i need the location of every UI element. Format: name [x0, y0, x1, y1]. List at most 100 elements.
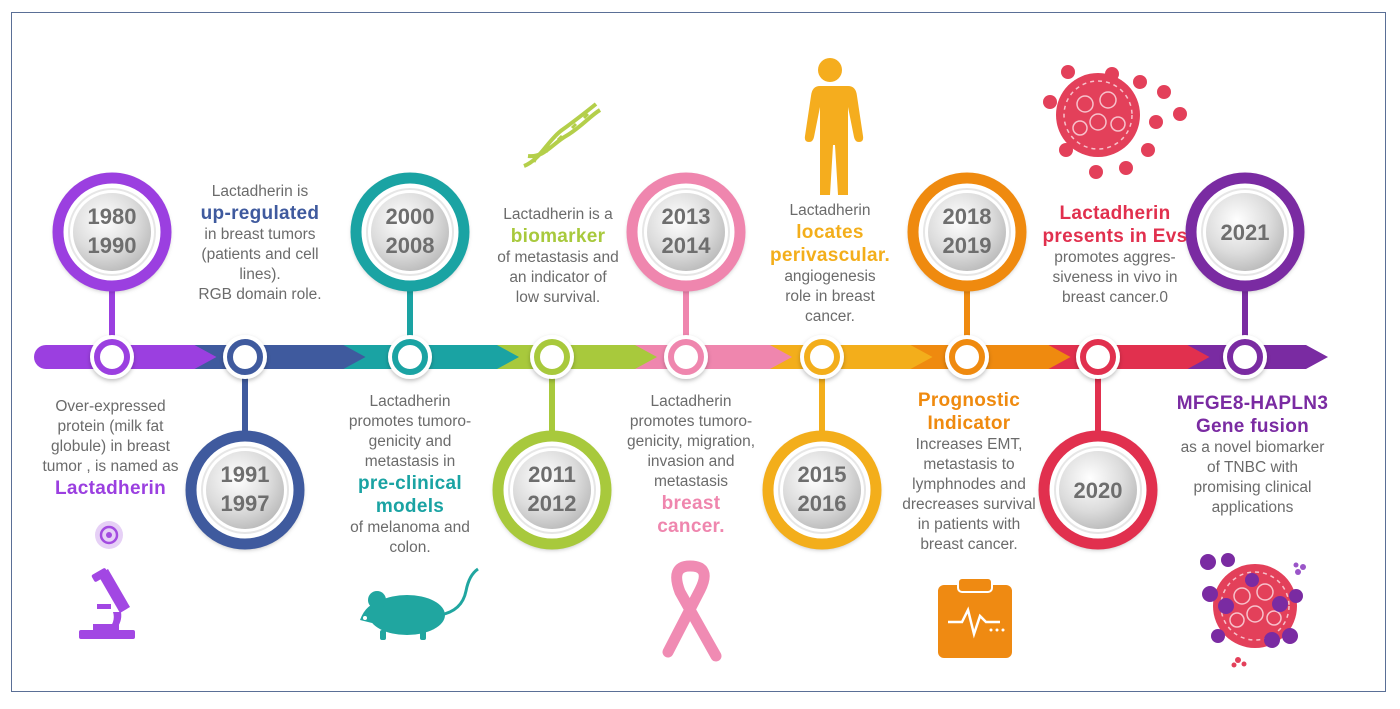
description-line: lymphnodes and	[912, 476, 1026, 493]
milestone-text-4: Lactadherin promotes tumoro-genicity, mig…	[606, 392, 776, 538]
year-label: 2018	[943, 204, 992, 229]
highlight-text: locates	[796, 222, 864, 243]
highlight-text: MFGE8-HAPLN3	[1176, 393, 1329, 414]
description-line: breast cancer.	[920, 536, 1018, 553]
highlight-text: Indicator	[927, 413, 1011, 434]
description-line: cancer.	[805, 308, 855, 325]
milestone-text-1: Lactadherin is up-regulated in breast tumo…	[180, 182, 340, 305]
milestone-text-8: MFGE8-HAPLN3 Gene fusion as a novel biomar…	[1155, 392, 1350, 518]
milestone-text-2: Lactadherin promotes tumoro-genicity and m…	[330, 392, 490, 558]
description-line: promotes tumoro-	[629, 413, 753, 430]
mouse-icon	[360, 567, 479, 640]
year-badge-4: 2013 2014	[626, 172, 746, 292]
highlight-text: Lactadherin	[55, 478, 166, 499]
description-line: Lactadherin	[650, 393, 732, 410]
year-label: 2021	[1221, 220, 1270, 245]
description-line: Lactadherin is	[211, 183, 309, 200]
description-line: low survival.	[515, 289, 601, 306]
description-line: role in breast	[785, 288, 875, 305]
year-label: 2000	[386, 204, 435, 229]
description-line: genicity and	[368, 433, 452, 450]
description-line: of TNBC with	[1206, 459, 1299, 476]
description-line: tumor , is named as	[42, 458, 179, 475]
year-label: 2015	[798, 462, 847, 487]
year-badge-2: 2000 2008	[350, 172, 470, 292]
description-line: protein (milk fat	[57, 418, 164, 435]
timeline-node-0	[90, 335, 134, 379]
highlight-text: perivascular.	[769, 245, 891, 266]
description-line: invasion and	[647, 453, 735, 470]
year-badge-1: 1991 1997	[185, 430, 305, 550]
highlight-text: models	[375, 496, 445, 517]
highlight-text: Gene fusion	[1195, 416, 1310, 437]
dna-icon	[523, 102, 602, 168]
year-badge-5: 2015 2016	[762, 430, 882, 550]
arrow-segment-5	[770, 345, 935, 369]
year-label: 2016	[798, 491, 847, 516]
timeline-node-3	[530, 335, 574, 379]
milestone-text-6: Prognostic Indicator Increases EMT, metasta…	[888, 389, 1050, 555]
year-label: 2012	[528, 491, 577, 516]
arrow-segment-6	[910, 345, 1073, 369]
description-line: of melanoma and	[350, 519, 470, 536]
timeline-node-7	[1076, 335, 1120, 379]
milestone-text-5: Lactadherin locates perivascular. angiogene…	[750, 201, 910, 327]
year-label: 2020	[1074, 478, 1123, 503]
year-badges: 1980 1990 1991 1997 2000 2008 2011 2012 2013 2014…	[52, 172, 1305, 550]
year-label: 2014	[662, 233, 712, 258]
figure-frame	[11, 12, 1386, 692]
timeline-node-4	[664, 335, 708, 379]
arrow-segment-3	[497, 345, 659, 369]
year-label: 2011	[528, 462, 576, 487]
timeline-node-5	[800, 335, 844, 379]
description-line: lines).	[239, 266, 281, 283]
human-body-icon	[804, 58, 864, 195]
milestone-text-0: Over-expressed protein (milk fat globule) …	[28, 397, 193, 500]
timeline-nodes	[90, 335, 1267, 379]
timeline-node-1	[223, 335, 267, 379]
highlight-text: biomarker	[510, 226, 606, 247]
year-label: 2008	[386, 233, 435, 258]
extracellular-vesicles-icon	[1043, 65, 1187, 179]
timeline-node-8	[1223, 335, 1267, 379]
highlight-text: breast	[661, 493, 721, 514]
description-line: angiogenesis	[784, 268, 876, 285]
description-line: as a novel biomarker	[1180, 439, 1325, 456]
description-line: metastasis in	[364, 453, 456, 470]
year-badge-3: 2011 2012	[492, 430, 612, 550]
year-label: 1990	[88, 233, 137, 258]
description-line: promising clinical	[1193, 479, 1312, 496]
milestone-text-3: Lactadherin is a biomarker of metastasis a…	[483, 205, 633, 308]
highlight-text: up-regulated	[200, 203, 320, 224]
year-label: 2019	[943, 233, 992, 258]
arrow-segment-4	[635, 345, 794, 369]
highlight-text: presents in Evs	[1042, 226, 1188, 247]
pink-ribbon-icon	[662, 560, 722, 662]
description-line: globule) in breast	[51, 438, 170, 455]
year-label: 1997	[221, 491, 270, 516]
description-line: in patients with	[917, 516, 1021, 533]
description-line: siveness in vivo in	[1052, 269, 1178, 286]
description-line: Lactadherin	[369, 393, 451, 410]
tumor-cell-icon	[1200, 553, 1306, 668]
description-line: Lactadherin is a	[503, 206, 613, 223]
year-badge-7: 2020	[1038, 430, 1158, 550]
description-line: promotes aggres-	[1054, 249, 1176, 266]
year-label: 2013	[662, 204, 711, 229]
arrow-segment-7	[1048, 345, 1212, 369]
arrow-segment-2	[343, 345, 521, 369]
clipboard-ecg-icon	[938, 577, 1012, 658]
highlight-text: cancer.	[657, 516, 725, 537]
description-line: of metastasis and	[497, 249, 619, 266]
description-line: metastasis to	[923, 456, 1015, 473]
description-line: Over-expressed	[55, 398, 166, 415]
description-line: Lactadherin	[789, 202, 871, 219]
highlight-text: Prognostic	[917, 390, 1021, 411]
description-line: colon.	[389, 539, 431, 556]
year-label: 1991	[221, 462, 270, 487]
year-badge-0: 1980 1990	[52, 172, 172, 292]
dot-marker-icon	[95, 521, 123, 549]
description-line: in breast tumors	[204, 226, 316, 243]
description-line: Increases EMT,	[915, 436, 1023, 453]
